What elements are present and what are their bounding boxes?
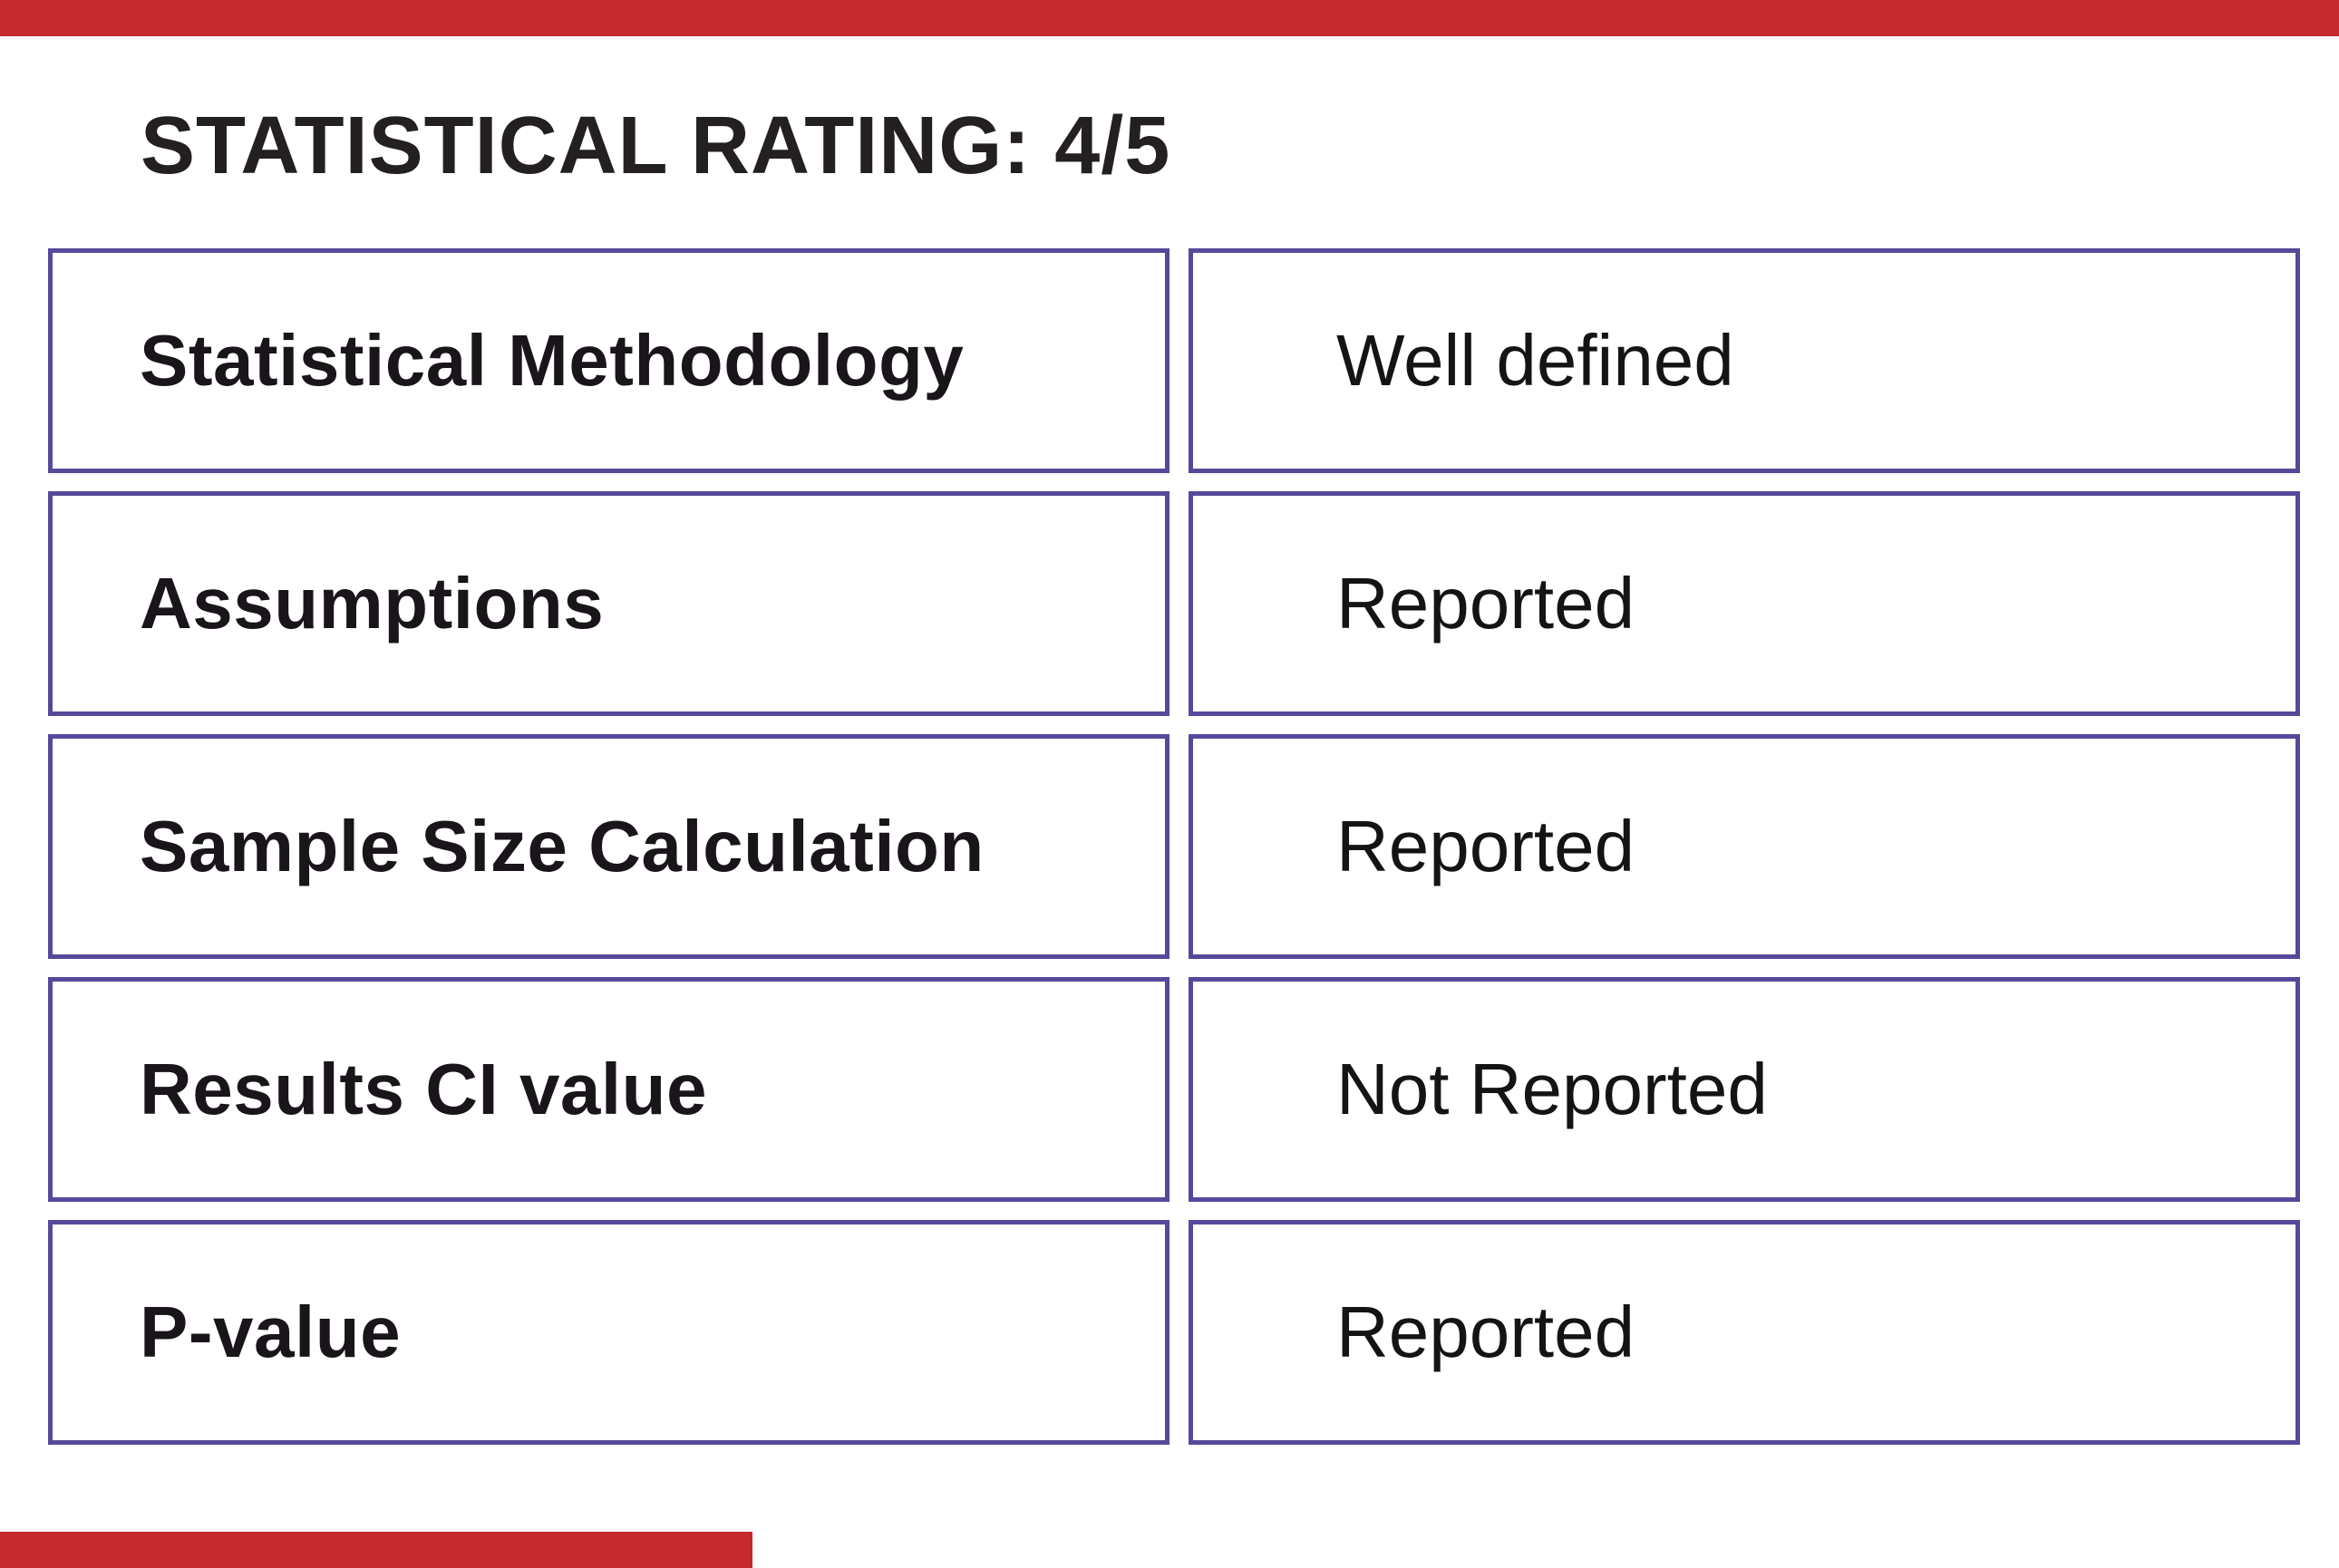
- criterion-value: Reported: [1189, 491, 2300, 716]
- table-row: P-value Reported: [48, 1220, 2300, 1445]
- table-row: Sample Size Calculation Reported: [48, 734, 2300, 959]
- rating-table: Statistical Methodology Well defined Ass…: [48, 248, 2300, 1445]
- criterion-label: Sample Size Calculation: [48, 734, 1170, 959]
- criterion-value: Reported: [1189, 734, 2300, 959]
- criterion-label: Results CI value: [48, 977, 1170, 1202]
- top-red-accent-bar: [0, 0, 2339, 36]
- criterion-label: Statistical Methodology: [48, 248, 1170, 473]
- table-row: Assumptions Reported: [48, 491, 2300, 716]
- table-row: Results CI value Not Reported: [48, 977, 2300, 1202]
- criterion-value: Not Reported: [1189, 977, 2300, 1202]
- criterion-value: Reported: [1189, 1220, 2300, 1445]
- page-title: STATISTICAL RATING: 4/5: [141, 101, 1171, 191]
- criterion-label: P-value: [48, 1220, 1170, 1445]
- criterion-value: Well defined: [1189, 248, 2300, 473]
- table-row: Statistical Methodology Well defined: [48, 248, 2300, 473]
- criterion-label: Assumptions: [48, 491, 1170, 716]
- bottom-red-accent-bar: [0, 1532, 752, 1568]
